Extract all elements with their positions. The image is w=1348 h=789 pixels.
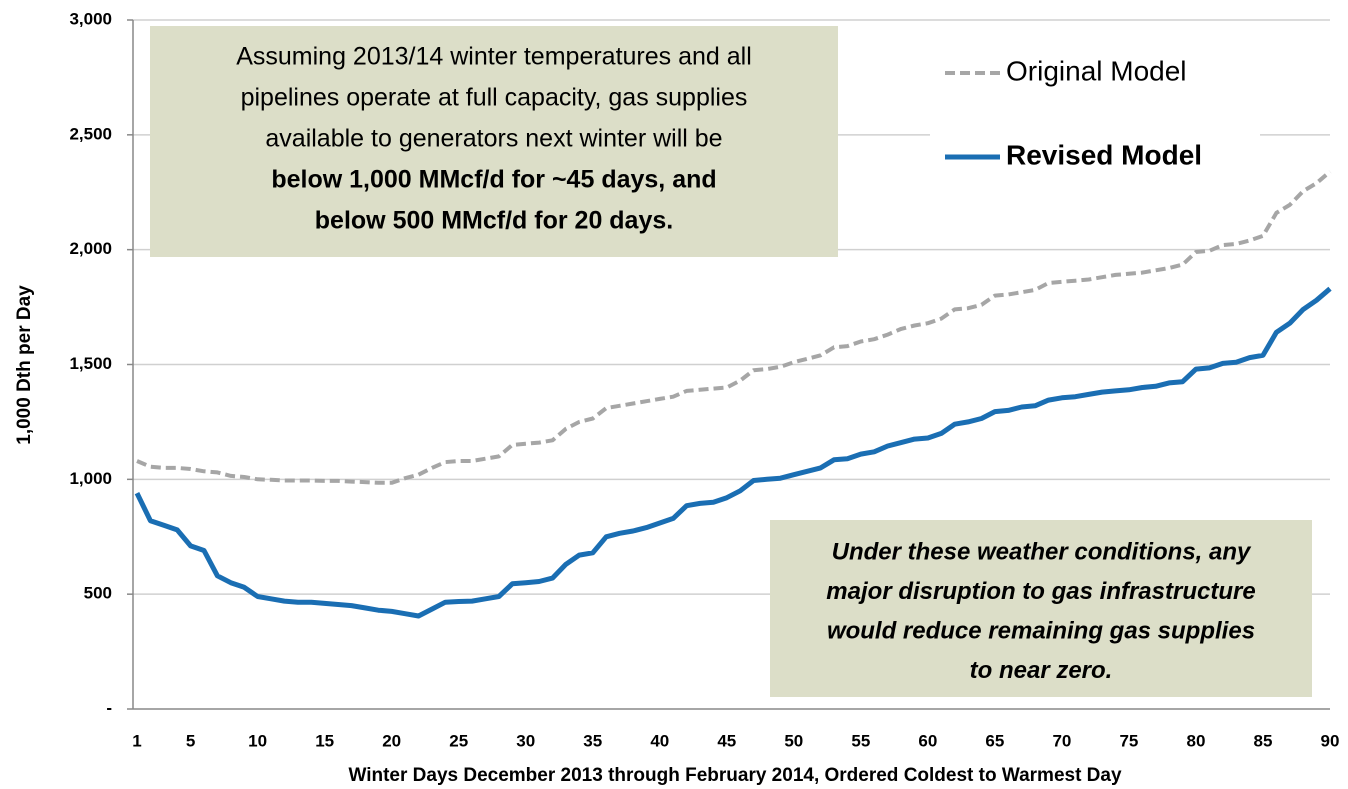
x-tick-label: 15 (315, 731, 334, 750)
x-tick-label: 20 (382, 731, 401, 750)
y-tick-label: 1,500 (69, 354, 112, 373)
y-tick-label: 2,500 (69, 124, 112, 143)
y-tick-label: 2,000 (69, 239, 112, 258)
x-tick-label: 80 (1186, 731, 1205, 750)
x-tick-label: 65 (985, 731, 1004, 750)
annotation-line: Under these weather conditions, any (832, 538, 1252, 565)
x-tick-label: 25 (449, 731, 468, 750)
x-axis-label: Winter Days December 2013 through Februa… (348, 765, 1122, 786)
x-tick-label: 35 (583, 731, 602, 750)
y-tick-label: 3,000 (69, 9, 112, 28)
y-tick-label: - (106, 698, 112, 717)
legend-box (930, 45, 1260, 185)
annotation-line: to near zero. (970, 657, 1113, 684)
annotation-line: available to generators next winter will… (265, 125, 722, 153)
x-tick-label: 30 (516, 731, 535, 750)
legend-label: Original Model (1006, 55, 1187, 86)
x-tick-label: 50 (784, 731, 803, 750)
series-line (134, 286, 1332, 619)
y-tick-label: 1,000 (69, 469, 112, 488)
x-tick-label: 75 (1119, 731, 1138, 750)
x-tick-label: 45 (717, 731, 736, 750)
x-tick-label: 90 (1321, 731, 1340, 750)
annotation-line: pipelines operate at full capacity, gas … (241, 84, 748, 112)
x-tick-label: 70 (1052, 731, 1071, 750)
x-tick-label: 10 (248, 731, 267, 750)
x-tick-label: 1 (132, 731, 141, 750)
y-tick-label: 500 (84, 584, 112, 603)
annotation-line: Assuming 2013/14 winter temperatures and… (236, 43, 752, 71)
legend-label: Revised Model (1006, 139, 1202, 170)
x-tick-label: 5 (186, 731, 195, 750)
annotation-line: below 500 MMcf/d for 20 days. (315, 207, 673, 235)
y-axis-label: 1,000 Dth per Day (14, 285, 35, 445)
x-tick-label: 85 (1254, 731, 1273, 750)
x-tick-label: 55 (851, 731, 870, 750)
x-tick-label: 60 (918, 731, 937, 750)
annotation-line: would reduce remaining gas supplies (827, 617, 1255, 644)
annotation-line: major disruption to gas infrastructure (826, 578, 1255, 605)
x-tick-label: 40 (650, 731, 669, 750)
series-line (136, 170, 1332, 485)
annotation-box (150, 26, 838, 257)
annotation-line: below 1,000 MMcf/d for ~45 days, and (271, 166, 716, 194)
annotation-box (770, 520, 1312, 697)
